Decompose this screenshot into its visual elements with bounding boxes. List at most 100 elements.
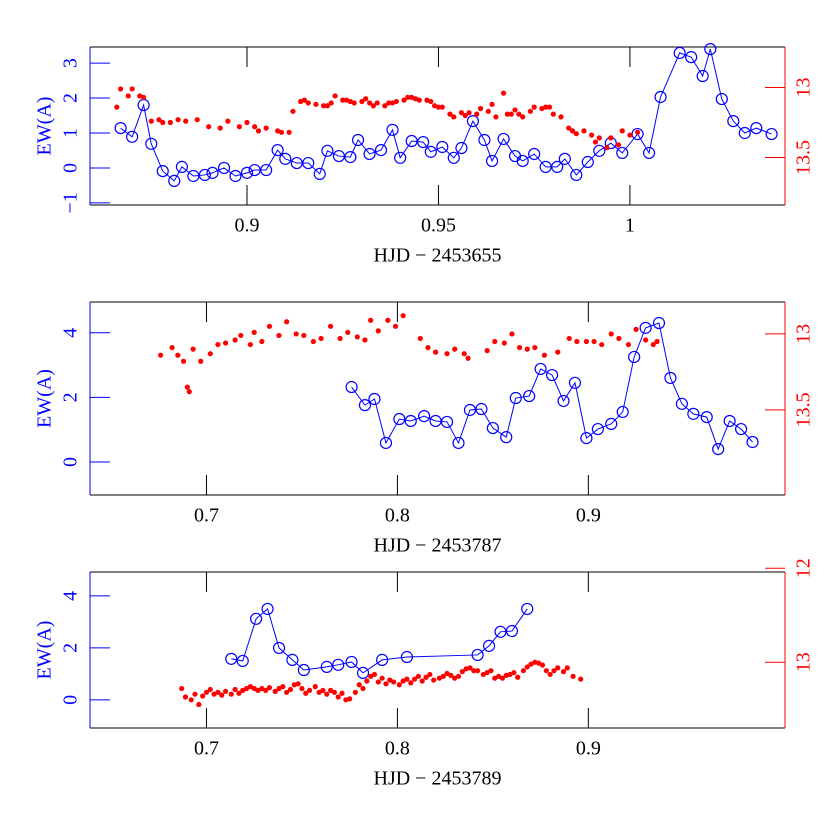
data-point [484,348,490,354]
y-tick-label: 4 [60,591,82,601]
data-point [639,321,652,334]
data-point [306,687,313,694]
data-point [207,686,213,693]
y-tick-label: 2 [60,392,82,402]
data-point [524,664,530,670]
data-point [321,144,334,157]
data-point [352,689,358,695]
data-point [238,332,244,339]
data-point [605,417,618,430]
data-point [206,166,219,179]
y-tick-label: 0 [60,163,82,173]
data-point [497,132,510,146]
data-point [229,169,242,183]
data-point [596,135,602,141]
data-point [643,337,649,343]
data-point [261,602,274,616]
data-point [276,332,282,339]
data-point [337,335,343,342]
data-point [471,668,477,674]
data-point [182,694,189,700]
data-point [581,155,594,169]
data-point [207,351,213,357]
data-point [466,110,472,116]
data-point [509,331,515,337]
data-point [482,639,496,652]
data-point [444,351,450,357]
data-point [512,107,518,113]
y-tick-label: 2 [60,643,82,653]
data-point [555,349,561,355]
data-point [320,687,326,694]
data-point [543,104,549,110]
data-point [390,679,397,685]
data-point [332,658,345,671]
data-point [765,127,778,141]
data-point [650,341,656,348]
data-point [447,151,460,164]
data-point [320,660,333,674]
data-point [114,121,127,135]
y2-tick-label: 13.5 [793,392,815,427]
data-point [478,133,491,147]
y-axis-label: EW(A) [34,621,56,680]
data-point [284,319,290,325]
data-point [474,111,480,117]
data-point [244,119,250,126]
data-point [280,684,286,690]
data-point [466,115,480,128]
data-point [175,352,181,358]
data-point [393,412,406,426]
x-axis-label: HJD − 2453787 [374,535,502,557]
data-point [673,46,686,60]
data-point [200,693,206,699]
series-line [351,322,753,451]
data-point [313,101,319,107]
data-point [240,166,254,179]
series-line [231,608,528,674]
data-point [558,152,571,165]
data-point [508,111,514,117]
data-point [194,117,200,123]
data-point [284,689,290,695]
data-point [379,675,385,681]
data-point [236,690,242,696]
data-point [599,341,605,348]
data-point [634,129,641,135]
data-point [225,652,238,665]
data-point [297,663,310,677]
data-point [301,97,308,103]
data-point [411,676,418,682]
data-point [465,355,471,361]
data-point [363,96,369,102]
data-point [628,350,641,364]
data-point [295,681,301,687]
data-point [455,673,462,679]
data-point [160,119,166,126]
data-point [362,337,368,343]
data-point [501,340,507,346]
data-point [232,686,238,693]
data-point [427,671,433,678]
data-point [578,676,584,682]
data-point [566,335,572,342]
data-point [458,110,465,116]
data-point [570,673,576,679]
data-point [485,108,491,114]
data-point [236,124,242,130]
data-point [486,421,499,435]
data-point [286,653,299,666]
data-point [375,679,381,685]
data-point [459,669,465,675]
data-point [564,665,570,671]
data-point [263,687,269,694]
y-tick-label: 3 [60,58,82,68]
data-point [431,677,437,683]
data-point [167,119,174,126]
data-point [545,368,559,382]
data-point [312,684,318,690]
data-point [394,151,407,164]
y2-tick-label: 13 [793,78,815,98]
data-point [287,686,294,693]
data-point [385,317,391,323]
